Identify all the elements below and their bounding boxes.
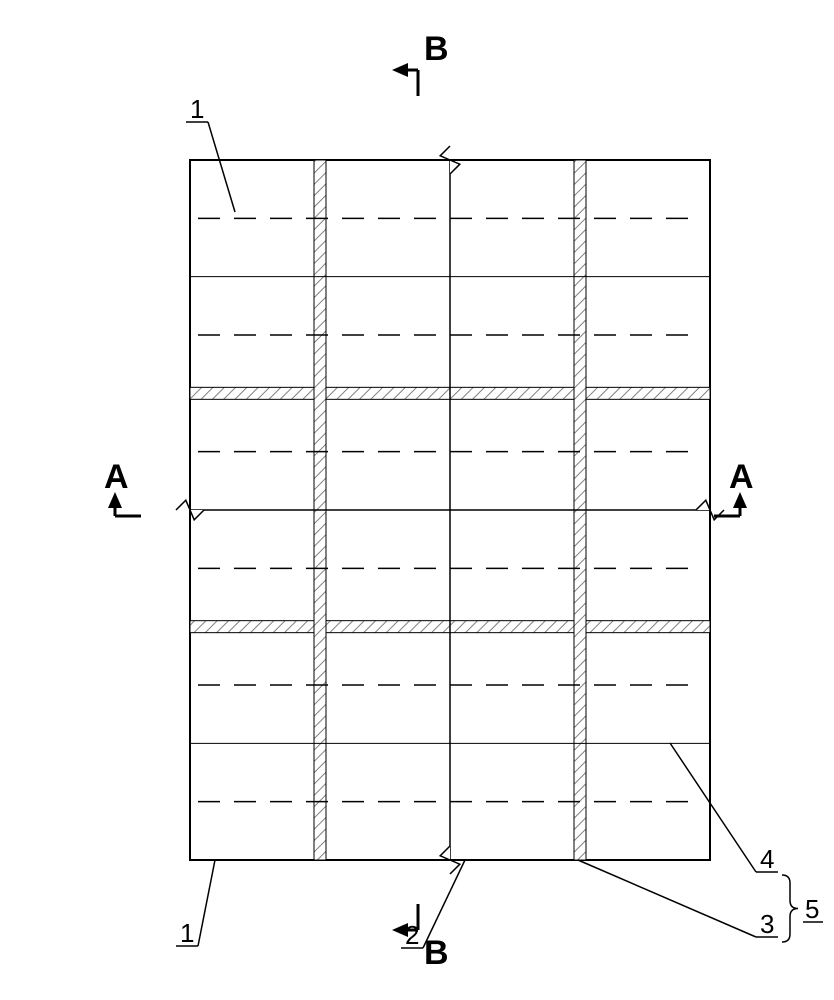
section-marker-A: A (714, 458, 754, 516)
callout-number: 2 (405, 920, 419, 950)
callout-leader (198, 860, 215, 946)
callout-number: 4 (760, 844, 774, 874)
section-marker-B: B (392, 30, 449, 96)
callout-leader (208, 122, 235, 212)
callout-1: 1 (176, 860, 215, 948)
callout-3: 3 (578, 860, 778, 939)
section-marker-A: A (104, 458, 141, 516)
callout-number: 3 (760, 909, 774, 939)
brace-path (782, 875, 798, 942)
section-marker-B: B (392, 904, 449, 972)
callout-number: 1 (180, 918, 194, 948)
brace-5: 5 (782, 875, 823, 942)
brace-label: 5 (805, 894, 819, 924)
callout-1: 1 (186, 94, 235, 212)
callout-leader (578, 860, 756, 937)
callout-4: 4 (670, 743, 778, 874)
section-letter: B (424, 30, 449, 68)
section-letter: A (104, 458, 129, 496)
callout-number: 1 (190, 94, 204, 124)
callout-leader (670, 743, 756, 872)
section-letter: A (729, 458, 754, 496)
engineering-diagram: A A B B 1 1 2 3 4 5 (0, 0, 834, 1000)
